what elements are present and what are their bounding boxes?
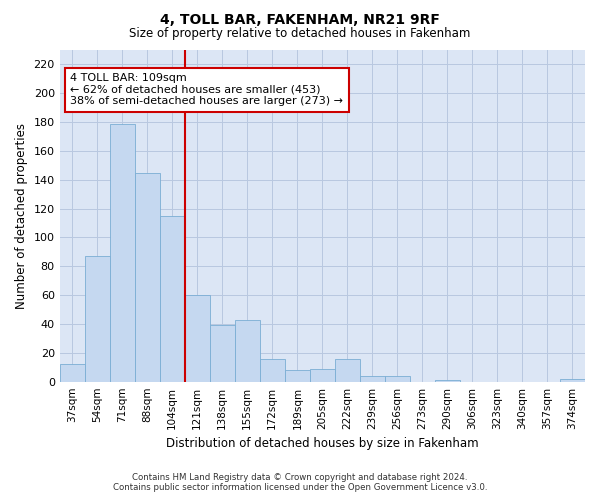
Bar (235, 320, 260, 382)
Text: Size of property relative to detached houses in Fakenham: Size of property relative to detached ho… (130, 28, 470, 40)
Text: Contains HM Land Registry data © Crown copyright and database right 2024.
Contai: Contains HM Land Registry data © Crown c… (113, 473, 487, 492)
Bar (260, 358, 285, 382)
Bar (59, 364, 85, 382)
Text: 4 TOLL BAR: 109sqm
← 62% of detached houses are smaller (453)
38% of semi-detach: 4 TOLL BAR: 109sqm ← 62% of detached hou… (70, 73, 343, 106)
Bar (335, 358, 360, 382)
Bar (210, 326, 235, 382)
X-axis label: Distribution of detached houses by size in Fakenham: Distribution of detached houses by size … (166, 437, 479, 450)
Bar (435, 380, 460, 382)
Bar (85, 256, 110, 382)
Y-axis label: Number of detached properties: Number of detached properties (15, 123, 28, 309)
Bar (110, 124, 135, 382)
Bar (185, 295, 210, 382)
Bar (385, 376, 410, 382)
Bar (135, 172, 160, 382)
Text: 4, TOLL BAR, FAKENHAM, NR21 9RF: 4, TOLL BAR, FAKENHAM, NR21 9RF (160, 12, 440, 26)
Bar (560, 379, 585, 382)
Bar (310, 368, 335, 382)
Bar (360, 376, 385, 382)
Bar (285, 370, 310, 382)
Bar (160, 216, 185, 382)
